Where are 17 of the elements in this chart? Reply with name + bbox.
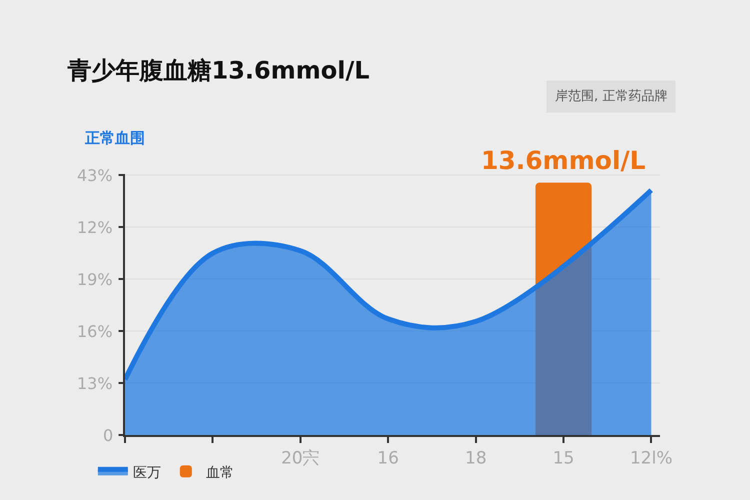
annotation: 13.6mmol/L: [481, 146, 646, 175]
y-axis-title: 正常血围: [84, 129, 145, 147]
x-tick-label: 20宍: [281, 448, 320, 468]
legend-label: 血常: [206, 464, 234, 481]
text: 16%: [77, 322, 113, 341]
legend-label: 医万: [132, 464, 161, 481]
chart-title: 青少年腹血糖13.6mmol/L: [66, 56, 370, 84]
text: 13%: [77, 374, 113, 393]
x-tick-label: 12l%: [630, 448, 672, 468]
text: 19%: [77, 270, 113, 289]
x-tick-label: 16: [377, 448, 399, 468]
text: 43%: [77, 166, 113, 185]
text: 12%: [77, 218, 113, 237]
text: 0: [103, 426, 114, 445]
x-tick-label: 15: [552, 448, 574, 468]
text: 岸范围, 正常药品牌: [555, 89, 668, 104]
x-tick-label: 18: [465, 448, 487, 468]
